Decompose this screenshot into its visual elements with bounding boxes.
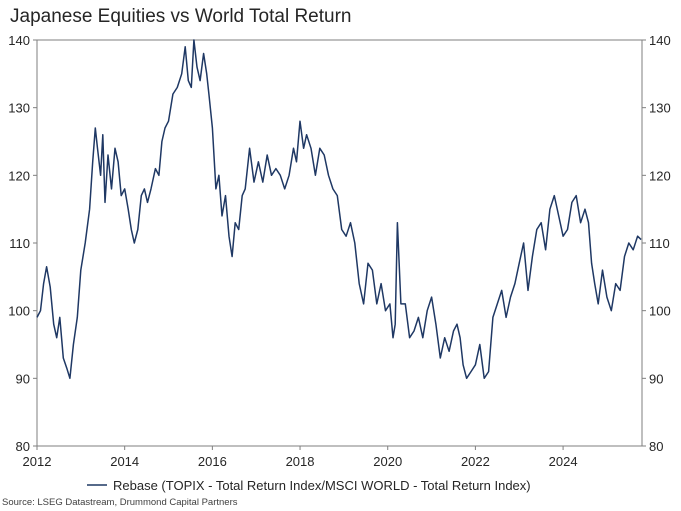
- legend-label: Rebase (TOPIX - Total Return Index/MSCI …: [113, 478, 531, 493]
- y-tick-label-right: 80: [649, 439, 663, 454]
- series-line: [36, 39, 642, 380]
- y-tick-label-right: 130: [649, 101, 671, 116]
- source-note: Source: LSEG Datastream, Drummond Capita…: [2, 497, 238, 508]
- x-tick-label: 2022: [461, 454, 490, 469]
- plot-area-frame: [36, 39, 643, 447]
- y-tick-label-left: 120: [8, 168, 30, 183]
- y-tick-label-left: 110: [9, 236, 30, 251]
- chart-title: Japanese Equities vs World Total Return: [10, 6, 352, 27]
- x-tick-label: 2014: [110, 454, 139, 469]
- y-tick-label-left: 140: [8, 33, 30, 48]
- y-tick-label-left: 80: [16, 439, 30, 454]
- y-tick-label-left: 90: [16, 371, 30, 386]
- x-tick-label: 2018: [286, 454, 315, 469]
- x-tick-label: 2024: [549, 454, 578, 469]
- x-tick-label: 2012: [23, 454, 52, 469]
- y-tick-label-right: 100: [649, 304, 671, 319]
- y-tick-label-left: 130: [8, 101, 30, 116]
- y-tick-label-left: 100: [8, 304, 30, 319]
- y-tick-label-right: 120: [649, 168, 671, 183]
- y-tick-label-right: 140: [649, 33, 671, 48]
- y-tick-label-right: 110: [649, 236, 670, 251]
- legend: Rebase (TOPIX - Total Return Index/MSCI …: [87, 478, 531, 493]
- x-tick-label: 2020: [373, 454, 402, 469]
- y-tick-label-right: 90: [649, 371, 663, 386]
- x-tick-label: 2016: [198, 454, 227, 469]
